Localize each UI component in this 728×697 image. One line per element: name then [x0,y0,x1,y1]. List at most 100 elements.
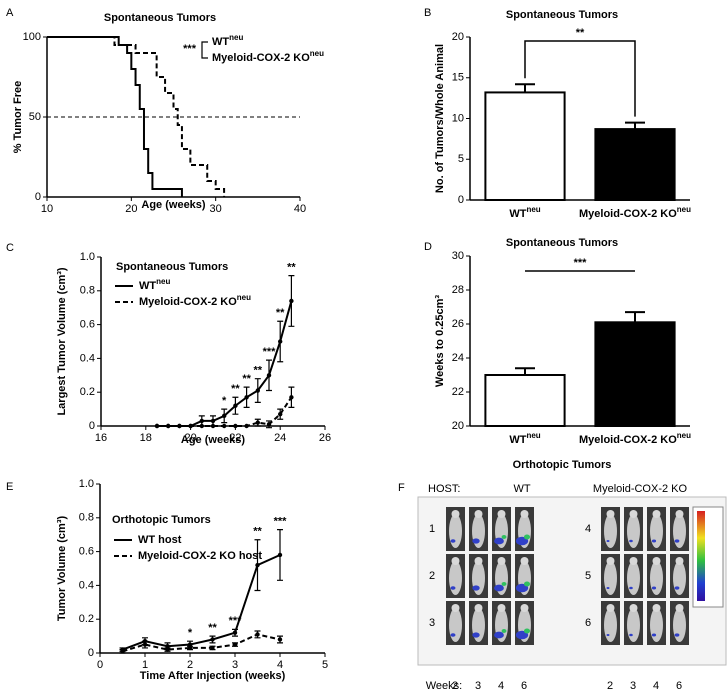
x-tick-label: 5 [322,659,328,671]
signal [629,539,633,543]
x-tick-label-text: Myeloid-COX-2 KO [579,208,677,220]
mouse-head [606,604,615,612]
mouse-head [675,510,684,518]
data-point [278,339,283,344]
signal [523,534,531,540]
bracket [201,41,208,59]
y-tick-label: 0.6 [80,319,95,331]
data-point [232,630,238,635]
data-point [222,413,227,419]
significance: *** [229,615,243,627]
data-point [255,388,260,393]
week-label: 2 [452,680,458,692]
signal [651,539,657,543]
host-label: HOST: [428,483,460,495]
panel-letter: D [424,241,432,253]
data-point [142,642,148,647]
x-tick-label: Myeloid-COX-2 KOneu [579,205,691,220]
significance-bracket [524,40,636,117]
y-tick-label: 0 [88,647,94,659]
legend-entry: Myeloid-COX-2 KO host [138,550,262,562]
x-tick-label: WTneu [509,431,540,446]
legend-entry-superscript: neu [229,33,243,42]
chart-title: Spontaneous Tumors [116,261,228,273]
legend-entry: Myeloid-COX-2 KOneu [212,49,324,64]
data-point [232,642,238,647]
x-tick-label: 18 [140,432,152,444]
error-bar [515,83,535,93]
significance: *** [263,346,277,358]
y-tick-label: 0.2 [80,386,95,398]
mouse-head [629,557,638,565]
x-tick-label: 24 [274,432,286,444]
mouse-head [629,510,638,518]
mouse-body [627,514,640,548]
x-tick-label: 0 [97,659,103,671]
signal [501,535,507,539]
x-tick-label: 30 [210,203,222,215]
data-point [255,562,260,568]
mouse-head [520,510,529,518]
y-tick-label: 1.0 [80,251,95,263]
x-tick-label: 16 [95,432,107,444]
significance: *** [183,43,197,55]
week-label: 2 [607,680,613,692]
mouse-body [449,608,462,642]
legend-entry-superscript: neu [237,293,251,302]
series-line [157,300,293,427]
legend-entry-superscript: neu [310,49,324,58]
mouse-head [497,557,506,565]
signal [629,633,633,637]
row-label: 3 [429,617,435,629]
signal [629,586,633,590]
data-point [210,418,216,424]
signal [501,629,507,633]
data-point [210,637,215,642]
legend-entry: WT host [138,534,182,546]
data-point [278,411,283,417]
legend-entry-text: WT [212,36,229,48]
row-label: 4 [585,523,591,535]
mouse-body [650,561,663,595]
x-tick-label-superscript: neu [677,205,691,214]
data-point [266,373,272,378]
y-tick-label: 0.4 [80,352,95,364]
week-label: 3 [475,680,481,692]
legend-entry: Myeloid-COX-2 KOneu [139,293,251,308]
x-tick-label-text: Myeloid-COX-2 KO [579,434,677,446]
y-tick-label: 26 [452,318,464,330]
x-tick-label: 20 [125,203,137,215]
y-tick-label: 0 [89,420,95,432]
mouse-head [606,510,615,518]
y-tick-label: 28 [452,284,464,296]
y-tick-label: 0.6 [79,546,94,558]
significance: ** [208,622,217,634]
legend-entry-text: Myeloid-COX-2 KO [212,52,310,64]
x-tick-label: 4 [277,659,283,671]
y-tick-label: 0.8 [80,285,95,297]
legend-entry: WTneu [139,277,170,292]
mouse-body [627,561,640,595]
row-label: 1 [429,523,435,535]
error-bar [625,311,645,323]
x-axis-label: Time After Injection (weeks) [140,670,286,682]
panel-letter: E [6,481,13,493]
y-tick-label: 0.4 [79,579,94,591]
series-line [122,554,281,651]
mouse-head [520,557,529,565]
y-tick-label: 1.0 [79,478,94,490]
mouse-head [451,604,460,612]
bar [484,374,566,427]
mouse-head [497,604,506,612]
mouse-head [451,557,460,565]
signal [523,628,531,634]
significance: * [188,627,193,639]
row-label: 2 [429,570,435,582]
data-point [255,632,260,637]
y-tick-label: 20 [452,420,464,432]
y-tick-label: 0 [458,194,464,206]
data-point [177,423,182,429]
mouse-head [652,604,661,612]
data-point [266,422,272,427]
